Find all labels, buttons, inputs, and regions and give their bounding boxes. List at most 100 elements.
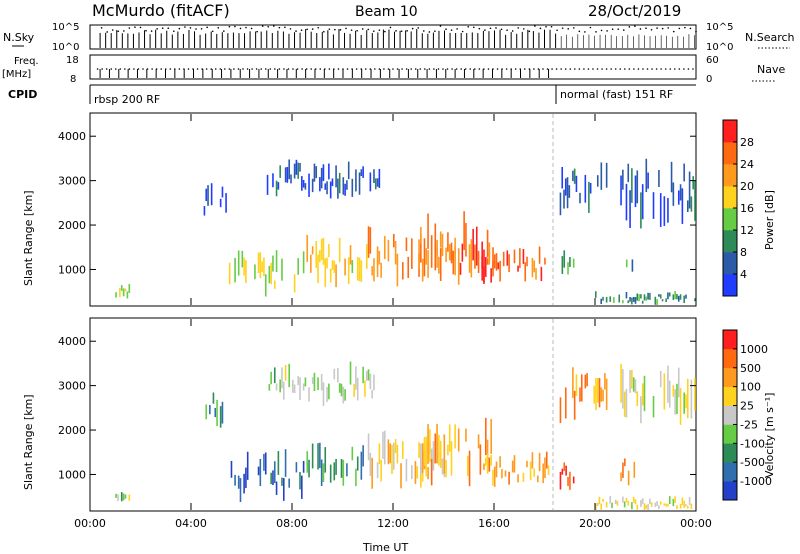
range-gate-cell	[216, 399, 218, 427]
range-gate-cell	[572, 367, 574, 398]
colorbar-tick-label: -25	[740, 418, 758, 431]
range-gate-cell	[602, 498, 604, 502]
range-gate-cell	[210, 183, 213, 206]
freq-label: Freq.	[14, 56, 39, 67]
nave-point	[142, 68, 144, 70]
nsearch-point	[400, 30, 403, 32]
range-gate-cell	[279, 165, 281, 178]
range-gate-cell	[420, 443, 422, 475]
y-tick-label: 2000	[58, 219, 86, 232]
range-gate-cell	[688, 497, 691, 505]
y-tick-label: 3000	[58, 380, 86, 393]
range-gate-cell	[641, 498, 644, 505]
range-gate-cell	[387, 439, 390, 465]
range-gate-cell	[400, 463, 402, 489]
nave-point	[405, 68, 408, 70]
range-gate-cell	[282, 478, 285, 501]
nave-point	[378, 68, 381, 70]
range-gate-cell	[443, 434, 446, 474]
nave-point	[124, 68, 126, 70]
range-gate-cell	[203, 206, 206, 216]
power-colorbar-label: Power [dB]	[763, 190, 776, 250]
range-gate-cell	[631, 502, 633, 510]
range-gate-cell	[319, 177, 321, 192]
range-gate-cell	[565, 465, 567, 476]
range-gate-cell	[342, 459, 345, 486]
range-gate-cell	[335, 165, 337, 188]
range-gate-cell	[690, 503, 693, 510]
nave-point	[555, 68, 558, 70]
nave-point	[623, 68, 626, 70]
range-gate-cell	[324, 183, 327, 190]
nave-tick-bottom: 0	[706, 74, 712, 85]
nave-point	[396, 68, 399, 70]
range-gate-cell	[625, 388, 628, 418]
range-gate-cell	[622, 169, 624, 190]
nsearch-point	[356, 29, 358, 32]
nsearch-point	[323, 30, 325, 33]
range-gate-cell	[331, 178, 334, 187]
range-gate-cell	[488, 457, 491, 472]
range-gate-cell	[322, 237, 325, 265]
range-gate-cell	[270, 262, 272, 285]
range-gate-cell	[598, 496, 601, 505]
nave-point	[237, 68, 240, 70]
range-gate-cell	[643, 294, 646, 301]
range-gate-cell	[490, 268, 492, 283]
range-gate-cell	[241, 250, 244, 268]
nsearch-point	[372, 30, 375, 32]
range-gate-cell	[315, 241, 318, 268]
nave-point	[251, 68, 253, 70]
nave-point	[264, 68, 267, 70]
range-gate-cell	[290, 174, 292, 184]
range-gate-cell	[214, 407, 217, 418]
range-gate-cell	[634, 379, 637, 394]
range-gate-cell	[122, 493, 125, 501]
range-gate-cell	[579, 387, 581, 402]
range-gate-cell	[616, 500, 619, 506]
nsearch-point	[328, 28, 331, 30]
range-gate-cell	[474, 244, 476, 269]
range-gate-cell	[519, 248, 521, 269]
nsearch-point	[156, 28, 158, 30]
nsearch-point	[422, 30, 425, 32]
nsearch-point	[289, 28, 292, 30]
range-gate-cell	[686, 200, 689, 213]
nave-point	[183, 68, 185, 70]
range-gate-cell	[641, 184, 644, 220]
range-gate-cell	[335, 458, 337, 475]
colorbar-swatch	[723, 230, 737, 253]
nsearch-point	[534, 25, 536, 27]
nave-point	[446, 68, 449, 70]
nsearch-point	[350, 29, 353, 31]
range-gate-cell	[627, 470, 630, 486]
nave-point	[301, 68, 303, 70]
range-gate-cell	[427, 424, 429, 464]
y-tick-label: 3000	[58, 175, 86, 188]
range-gate-cell	[561, 468, 564, 475]
range-gate-cell	[439, 248, 442, 281]
nsearch-point	[484, 29, 486, 31]
range-gate-cell	[538, 246, 541, 264]
range-gate-cell	[376, 246, 379, 278]
range-gate-cell	[346, 463, 348, 477]
range-gate-cell	[369, 172, 372, 192]
nave-point	[419, 68, 422, 70]
range-gate-cell	[650, 502, 653, 507]
range-gate-cell	[221, 401, 224, 424]
range-gate-cell	[596, 175, 599, 187]
nsearch-point	[367, 28, 370, 31]
nave-point	[283, 68, 285, 70]
range-gate-cell	[349, 361, 352, 385]
nave-point	[219, 68, 222, 70]
range-gate-cell	[367, 226, 370, 258]
range-gate-cell	[636, 293, 639, 301]
range-gate-cell	[676, 383, 678, 415]
velocity-ylabel: Slant Range [km]	[22, 394, 35, 490]
range-gate-cell	[605, 162, 608, 188]
range-gate-cell	[299, 163, 301, 172]
colorbar-swatch	[723, 386, 737, 406]
range-gate-cell	[679, 294, 682, 300]
range-gate-cell	[356, 456, 359, 471]
range-gate-cell	[627, 500, 630, 506]
